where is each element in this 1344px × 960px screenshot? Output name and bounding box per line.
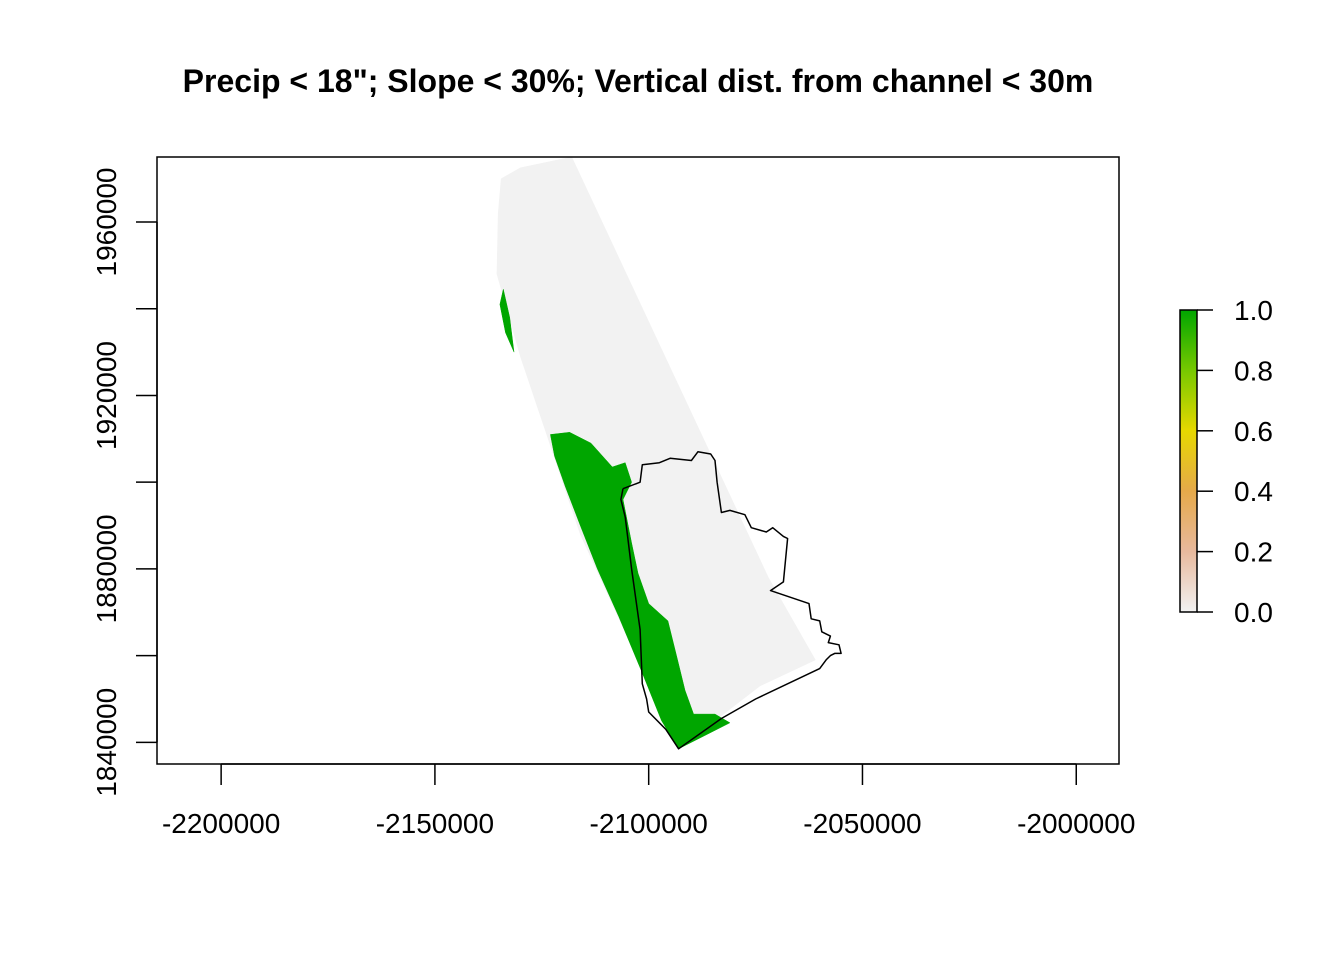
suitable-area-north <box>499 289 515 353</box>
legend-tick-label: 0.2 <box>1234 537 1273 568</box>
plot-title: Precip < 18"; Slope < 30%; Vertical dist… <box>183 63 1094 99</box>
raster-layers <box>496 157 816 750</box>
x-tick-label: -2050000 <box>803 808 921 839</box>
x-tick-label: -2150000 <box>376 808 494 839</box>
x-tick-label: -2200000 <box>162 808 280 839</box>
legend-tick-label: 0.0 <box>1234 597 1273 628</box>
y-tick-label: 1840000 <box>91 688 122 797</box>
boundary-outline <box>620 451 842 750</box>
boundary-layer <box>620 451 842 750</box>
suitable-area-south <box>550 432 731 750</box>
y-axis: 1840000 1880000 1920000 1960000 <box>91 167 158 797</box>
x-tick-label: -2100000 <box>590 808 708 839</box>
legend-tick-label: 0.6 <box>1234 416 1273 447</box>
legend-color-bar <box>1179 309 1198 613</box>
y-tick-label: 1960000 <box>91 167 122 276</box>
x-tick-label: -2000000 <box>1017 808 1135 839</box>
legend-tick-label: 0.8 <box>1234 355 1273 386</box>
color-legend: 0.0 0.2 0.4 0.6 0.8 1.0 <box>1179 295 1273 628</box>
y-tick-label: 1920000 <box>91 341 122 450</box>
y-tick-label: 1880000 <box>91 514 122 623</box>
legend-ticks: 0.0 0.2 0.4 0.6 0.8 1.0 <box>1197 295 1273 628</box>
legend-tick-label: 0.4 <box>1234 476 1273 507</box>
x-axis: -2200000 -2150000 -2100000 -2050000 -2000000 <box>162 763 1135 839</box>
legend-tick-label: 1.0 <box>1234 295 1273 326</box>
